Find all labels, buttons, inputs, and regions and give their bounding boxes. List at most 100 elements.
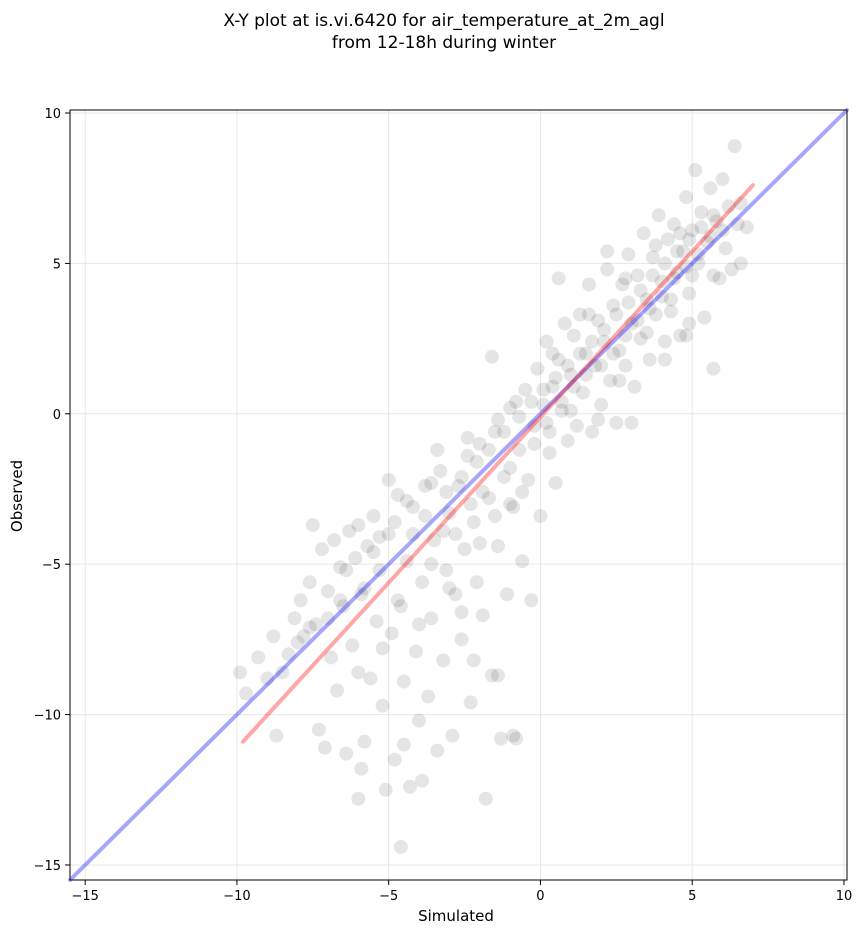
data-point bbox=[706, 268, 721, 283]
data-point bbox=[387, 515, 402, 530]
data-point bbox=[627, 379, 642, 394]
data-point bbox=[724, 262, 739, 277]
data-point bbox=[497, 469, 512, 484]
grid bbox=[70, 110, 847, 880]
data-point bbox=[372, 563, 387, 578]
data-point bbox=[466, 653, 481, 668]
data-point bbox=[606, 298, 621, 313]
data-point bbox=[585, 334, 600, 349]
data-point bbox=[670, 265, 685, 280]
data-point bbox=[609, 307, 624, 322]
data-point bbox=[436, 653, 451, 668]
data-point bbox=[685, 268, 700, 283]
data-point bbox=[639, 325, 654, 340]
data-point bbox=[691, 247, 706, 262]
data-point bbox=[466, 515, 481, 530]
data-point bbox=[469, 575, 484, 590]
data-point bbox=[585, 424, 600, 439]
data-point bbox=[348, 551, 363, 566]
data-point bbox=[339, 746, 354, 761]
trend-lines bbox=[68, 108, 849, 882]
data-point bbox=[536, 397, 551, 412]
data-point bbox=[336, 599, 351, 614]
data-point bbox=[688, 163, 703, 178]
data-point bbox=[427, 533, 442, 548]
data-point bbox=[551, 352, 566, 367]
data-point bbox=[621, 247, 636, 262]
data-point bbox=[351, 518, 366, 533]
data-point bbox=[739, 220, 754, 235]
data-point bbox=[339, 563, 354, 578]
data-point bbox=[424, 475, 439, 490]
data-point bbox=[469, 454, 484, 469]
data-point bbox=[600, 244, 615, 259]
data-point bbox=[654, 274, 669, 289]
data-point bbox=[530, 361, 545, 376]
x-tick-label: 0 bbox=[536, 889, 544, 904]
data-point bbox=[439, 484, 454, 499]
data-point bbox=[618, 271, 633, 286]
data-point bbox=[481, 491, 496, 506]
data-point bbox=[539, 415, 554, 430]
data-point bbox=[657, 334, 672, 349]
data-point bbox=[679, 328, 694, 343]
data-point bbox=[575, 385, 590, 400]
data-point bbox=[503, 400, 518, 415]
data-point bbox=[399, 494, 414, 509]
x-tick-label: −5 bbox=[379, 889, 398, 904]
data-point bbox=[302, 575, 317, 590]
data-point bbox=[509, 731, 524, 746]
x-tick-label: −10 bbox=[223, 889, 250, 904]
data-point bbox=[642, 301, 657, 316]
data-point bbox=[715, 223, 730, 238]
data-point bbox=[393, 599, 408, 614]
data-point bbox=[463, 497, 478, 512]
data-point bbox=[472, 436, 487, 451]
data-point bbox=[396, 737, 411, 752]
axis-ticks: −15 −10 −5 0 5 10 −15 −10 −5 0 5 10 bbox=[34, 107, 853, 904]
data-point bbox=[405, 500, 420, 515]
data-point bbox=[509, 394, 524, 409]
data-point bbox=[357, 734, 372, 749]
data-point bbox=[354, 587, 369, 602]
data-point bbox=[639, 292, 654, 307]
data-point bbox=[463, 695, 478, 710]
data-point bbox=[381, 472, 396, 487]
data-point bbox=[542, 445, 557, 460]
data-point bbox=[682, 316, 697, 331]
data-point bbox=[454, 469, 469, 484]
data-point bbox=[673, 226, 688, 241]
data-point bbox=[460, 430, 475, 445]
data-point bbox=[484, 668, 499, 683]
x-tick-label: 10 bbox=[836, 889, 853, 904]
data-point bbox=[239, 686, 254, 701]
data-point bbox=[381, 527, 396, 542]
data-point bbox=[433, 463, 448, 478]
data-point bbox=[293, 593, 308, 608]
data-point bbox=[676, 244, 691, 259]
data-point bbox=[390, 593, 405, 608]
data-point bbox=[648, 307, 663, 322]
data-point bbox=[515, 484, 530, 499]
data-point bbox=[703, 229, 718, 244]
data-point bbox=[430, 442, 445, 457]
data-point bbox=[654, 289, 669, 304]
data-point bbox=[354, 761, 369, 776]
data-point bbox=[418, 509, 433, 524]
data-point bbox=[320, 611, 335, 626]
data-point bbox=[366, 545, 381, 560]
data-point bbox=[360, 539, 375, 554]
data-point bbox=[269, 728, 284, 743]
data-point bbox=[679, 259, 694, 274]
data-point bbox=[594, 397, 609, 412]
data-point bbox=[679, 190, 694, 205]
data-point bbox=[384, 626, 399, 641]
data-point bbox=[545, 346, 560, 361]
y-tick-label: 5 bbox=[53, 257, 61, 272]
data-point bbox=[493, 731, 508, 746]
data-point bbox=[490, 668, 505, 683]
data-point bbox=[399, 554, 414, 569]
data-point bbox=[327, 533, 342, 548]
data-point bbox=[442, 581, 457, 596]
data-point bbox=[606, 346, 621, 361]
